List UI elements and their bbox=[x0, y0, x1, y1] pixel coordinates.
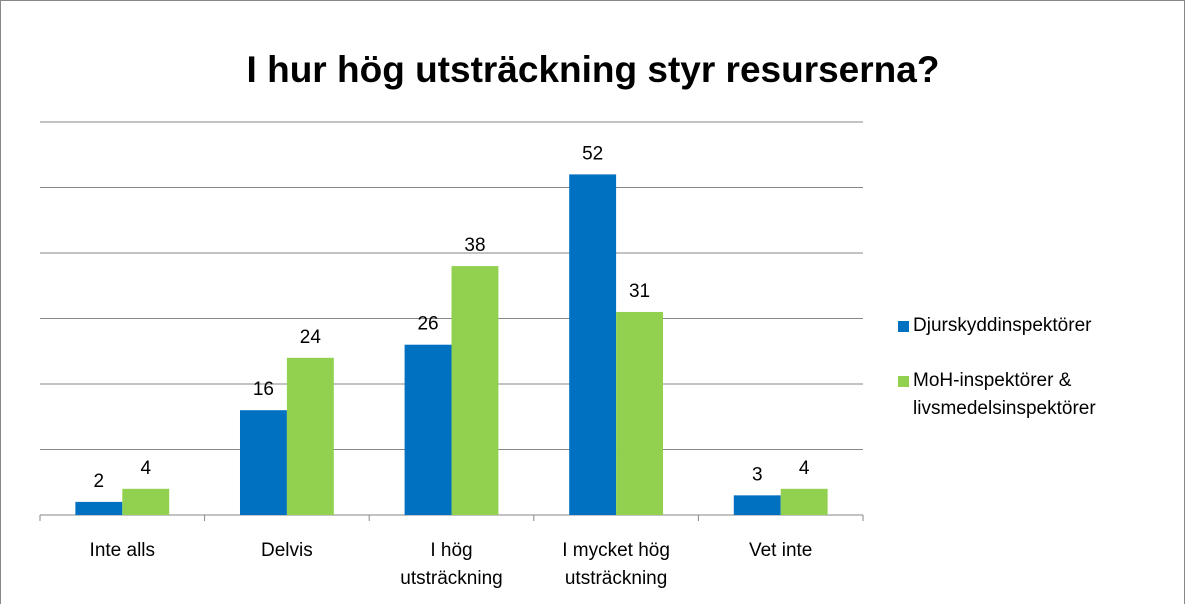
x-tick-label: Vet inte bbox=[748, 540, 813, 561]
data-label: 31 bbox=[629, 281, 650, 302]
bar bbox=[239, 410, 287, 515]
bar bbox=[286, 357, 334, 515]
legend-swatch bbox=[898, 321, 909, 332]
data-label: 26 bbox=[417, 314, 438, 335]
legend-swatch bbox=[898, 376, 909, 387]
data-label: 38 bbox=[464, 235, 485, 256]
bar bbox=[122, 488, 170, 515]
bar bbox=[451, 266, 499, 515]
bar bbox=[616, 311, 664, 515]
data-label: 4 bbox=[799, 458, 810, 479]
bar bbox=[569, 174, 617, 515]
chart-title: I hur hög utsträckning styr resurserna? bbox=[247, 49, 940, 90]
data-label: 4 bbox=[140, 458, 151, 479]
bar bbox=[404, 344, 452, 515]
bar bbox=[780, 488, 828, 515]
data-label: 52 bbox=[582, 143, 603, 164]
data-label: 2 bbox=[94, 471, 105, 492]
x-tick-label: Inte alls bbox=[89, 540, 156, 561]
bar bbox=[75, 501, 123, 515]
bar bbox=[733, 495, 781, 515]
x-tick-label: I hög utsträckning bbox=[400, 540, 503, 589]
legend-label: MoH-inspektörer & livsmedelsinspektörer bbox=[913, 370, 1096, 419]
data-label: 16 bbox=[253, 379, 274, 400]
legend-label: Djurskyddinspektörer bbox=[913, 315, 1092, 336]
data-label: 3 bbox=[752, 464, 763, 485]
x-tick-label: I mycket hög utsträckning bbox=[562, 540, 670, 589]
x-tick-label: Delvis bbox=[261, 540, 313, 561]
data-label: 24 bbox=[300, 327, 322, 348]
